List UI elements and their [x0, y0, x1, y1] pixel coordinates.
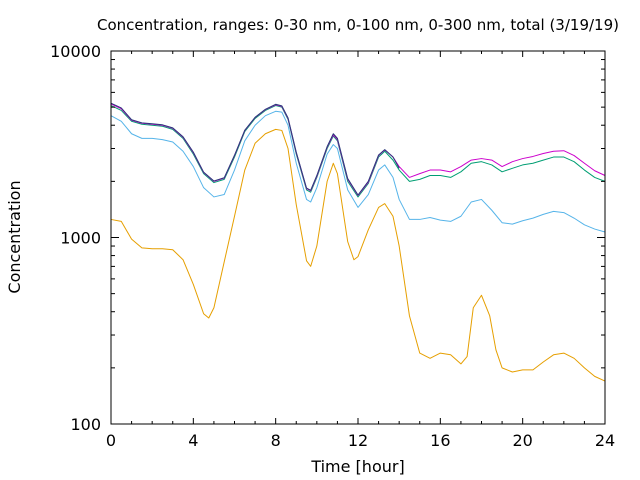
y-tick-label: 1000 [60, 229, 101, 248]
y-axis-label: Concentration [5, 180, 24, 293]
x-tick-label: 12 [348, 431, 368, 450]
x-axis-ticks: 0 4 8 12 16 20 24 [106, 51, 615, 450]
chart-title: Concentration, ranges: 0-30 nm, 0-100 nm… [97, 16, 619, 34]
x-tick-label: 8 [271, 431, 281, 450]
x-tick-label: 16 [430, 431, 450, 450]
x-tick-label: 0 [106, 431, 116, 450]
x-tick-label: 4 [188, 431, 198, 450]
series-line-1 [110, 128, 606, 382]
y-tick-label: 10000 [50, 42, 101, 61]
series-line-3 [110, 105, 606, 198]
x-tick-label: 20 [512, 431, 532, 450]
x-axis-label: Time [hour] [310, 457, 404, 476]
plot-lines [110, 102, 606, 382]
series-line-2 [110, 110, 606, 233]
series-line-5 [110, 102, 400, 196]
x-tick-label: 24 [595, 431, 615, 450]
y-tick-label: 100 [70, 415, 101, 434]
y-axis-ticks: 100 1000 10000 [50, 42, 605, 434]
